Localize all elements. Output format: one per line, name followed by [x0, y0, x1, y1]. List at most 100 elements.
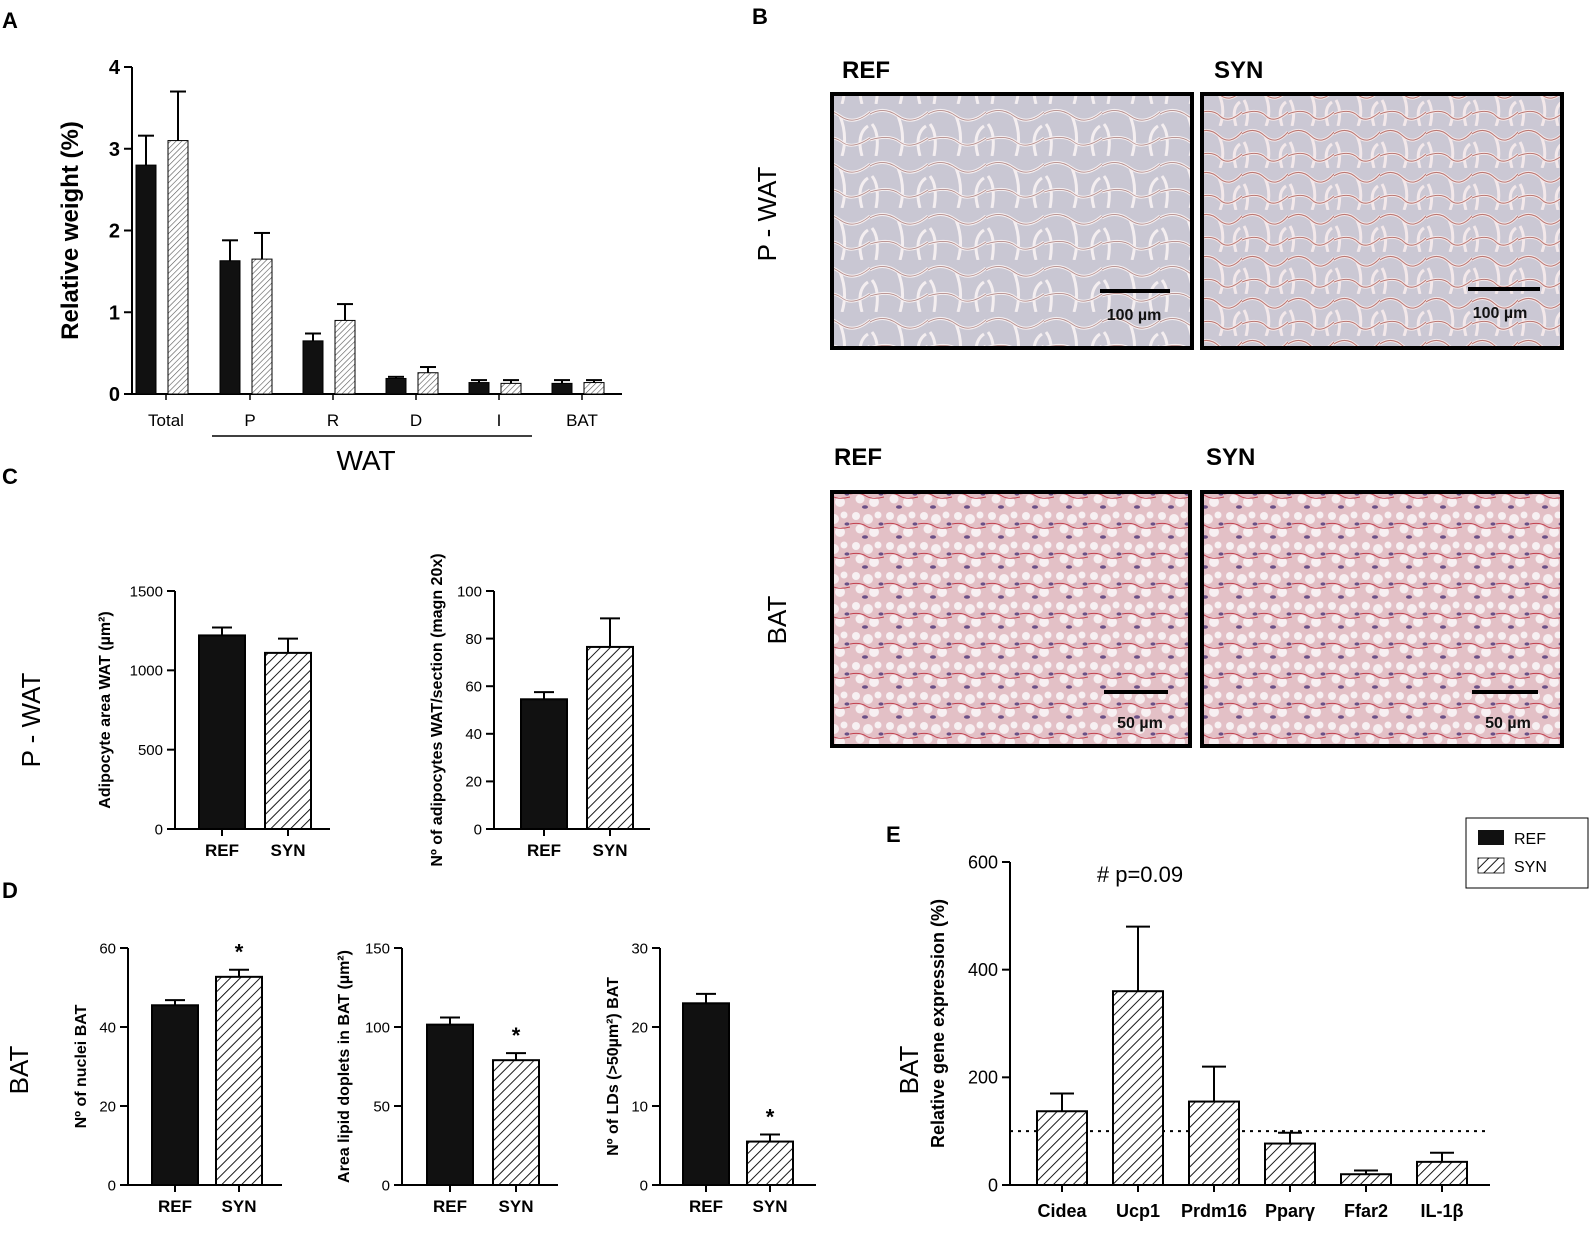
legend-label-ref: REF	[1514, 831, 1546, 848]
histology-image-wat-syn	[1200, 92, 1564, 350]
x-tick-label: Ucp1	[1116, 1201, 1160, 1221]
y-tick-label: 1	[109, 302, 120, 324]
side-label-c: P - WAT	[16, 672, 46, 767]
y-tick-label: 0	[155, 821, 163, 838]
histology-image-bat-syn	[1200, 490, 1564, 748]
histology-image-bat-ref	[830, 490, 1192, 748]
y-tick-label: 50	[373, 1098, 390, 1115]
scale-label-bat-syn: 50 µm	[1485, 715, 1531, 732]
y-tick-label: 20	[99, 1098, 116, 1115]
bar-3	[1264, 1142, 1316, 1187]
x-tick-label: REF	[689, 1197, 723, 1216]
x-tick-label: BAT	[566, 411, 598, 430]
legend: REF SYN	[1465, 817, 1589, 889]
y-axis-title: Relative gene expression (%)	[928, 899, 948, 1148]
bar-ref	[302, 340, 324, 395]
bar-ref	[385, 377, 407, 395]
y-axis-title: Nº of LDs (>50µm²) BAT	[605, 977, 622, 1156]
x-tick-label: D	[410, 411, 422, 430]
x-tick-label: SYN	[753, 1197, 788, 1216]
bar-syn	[251, 258, 273, 395]
legend-label-syn: SYN	[1514, 859, 1547, 876]
bar-ref	[426, 1023, 474, 1186]
bar-syn	[583, 382, 605, 395]
chart-e: 0 200 400 600 Relative gene expression (%) Ci…	[928, 852, 1490, 1221]
x-tick-label: REF	[527, 841, 561, 860]
bar-syn	[417, 372, 439, 395]
legend-swatch-syn	[1477, 857, 1505, 874]
y-tick-label: 200	[968, 1068, 998, 1088]
bar-ref	[682, 1002, 730, 1186]
bar-2	[1188, 1100, 1240, 1187]
y-tick-label: 0	[640, 1177, 648, 1194]
y-tick-label: 0	[988, 1175, 998, 1195]
bar-5	[1416, 1160, 1468, 1187]
bar-ref	[520, 698, 568, 830]
y-tick-label: 100	[365, 1019, 390, 1036]
x-tick-label: SYN	[593, 841, 628, 860]
y-tick-label: 4	[109, 57, 121, 79]
scale-label-wat-syn: 100 µm	[1473, 305, 1528, 322]
y-tick-label: 0	[382, 1177, 390, 1194]
annotation: # p=0.09	[1097, 862, 1183, 887]
bar-syn	[500, 382, 522, 395]
bar-syn	[215, 975, 263, 1187]
y-tick-label: 10	[631, 1098, 648, 1115]
significance-marker: *	[766, 1104, 775, 1129]
bar-ref	[151, 1004, 199, 1187]
histology-panel: P - WAT BAT REF SYN REF SYN 100 µm 100 µ…	[752, 57, 1564, 748]
y-tick-label: 400	[968, 960, 998, 980]
chart-d1: 0 20 40 60 Nº of nuclei BAT REF SYN *	[73, 940, 282, 1216]
y-tick-label: 500	[138, 742, 163, 759]
bar-syn	[264, 651, 312, 830]
y-tick-label: 2	[109, 221, 120, 243]
bar-1	[1112, 990, 1164, 1187]
x-tick-label: Ffar2	[1344, 1201, 1388, 1221]
y-tick-label: 1000	[130, 663, 163, 680]
bar-ref	[551, 382, 573, 395]
histology-row-label-wat: P - WAT	[752, 166, 782, 261]
y-tick-label: 20	[465, 774, 482, 791]
x-tick-label: P	[244, 411, 255, 430]
y-tick-label: 1500	[130, 583, 163, 600]
y-axis-title: Adipocyte area WAT (µm²)	[97, 611, 114, 808]
x-tick-label: IL-1β	[1421, 1201, 1464, 1221]
significance-marker: *	[235, 940, 244, 965]
bar-ref	[198, 634, 246, 831]
histology-image-wat-ref	[830, 92, 1194, 350]
histology-syn-label-bottom: SYN	[1206, 444, 1255, 471]
histology-ref-label-bottom: REF	[834, 444, 882, 471]
x-tick-label: R	[327, 411, 339, 430]
y-tick-label: 30	[631, 940, 648, 957]
bar-ref	[219, 260, 241, 395]
y-axis-title: Nº of nuclei BAT	[73, 1004, 90, 1128]
side-label-d: BAT	[4, 1046, 34, 1095]
panel-label-e: E	[886, 822, 901, 847]
y-tick-label: 40	[99, 1019, 116, 1036]
y-tick-label: 3	[109, 139, 120, 161]
group-label: WAT	[336, 445, 395, 476]
chart-c2: 0 20 40 60 80 100 Nº of adipocytes WAT/section…	[429, 553, 650, 867]
y-tick-label: 0	[108, 1177, 116, 1194]
side-label-e: BAT	[894, 1046, 924, 1095]
x-tick-label: Cidea	[1037, 1201, 1087, 1221]
histology-ref-label-top: REF	[842, 57, 890, 84]
legend-swatch-ref	[1478, 830, 1504, 845]
bar-syn	[586, 645, 634, 830]
scale-label-wat-ref: 100 µm	[1107, 307, 1162, 324]
x-tick-label: I	[497, 411, 502, 430]
y-tick-label: 0	[474, 821, 482, 838]
x-tick-label: Prdm16	[1181, 1201, 1247, 1221]
x-tick-label: SYN	[271, 841, 306, 860]
panel-label-d: D	[2, 878, 18, 903]
panel-label-c: C	[2, 464, 18, 489]
y-tick-label: 80	[465, 631, 482, 648]
bar-syn	[492, 1059, 540, 1187]
legend-box	[1465, 817, 1589, 889]
y-axis-title: Relative weight (%)	[57, 121, 84, 340]
chart-c1: 0 500 1000 1500 Adipocyte area WAT (µm²) REF S…	[97, 583, 330, 860]
y-axis-title: Nº of adipocytes WAT/section (magn 20x)	[429, 553, 446, 866]
bar-syn	[334, 319, 356, 395]
y-tick-label: 100	[457, 583, 482, 600]
chart-d2: 0 50 100 150 Area lipid doplets in BAT (µm²)…	[336, 940, 558, 1216]
